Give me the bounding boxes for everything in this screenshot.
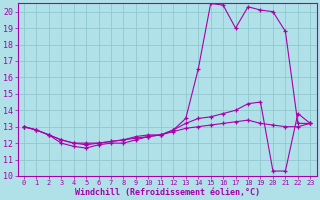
X-axis label: Windchill (Refroidissement éolien,°C): Windchill (Refroidissement éolien,°C) bbox=[75, 188, 260, 197]
